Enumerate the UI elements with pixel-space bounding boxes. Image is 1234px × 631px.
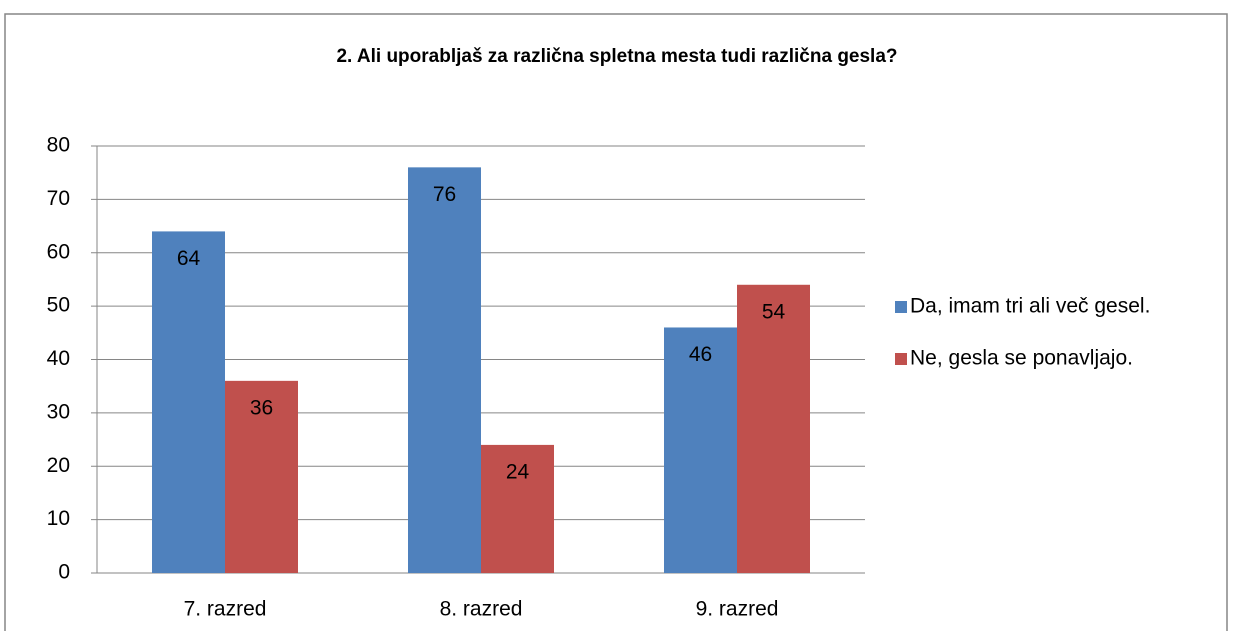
data-label: 64 [177,247,201,270]
y-tick-label: 60 [47,240,70,263]
bar [481,444,554,573]
bar [664,327,737,573]
data-label: 76 [433,183,456,206]
chart-title: 2. Ali uporabljaš za različna spletna me… [336,46,897,67]
data-label: 54 [762,300,786,323]
bar [152,231,225,573]
data-label: 24 [506,460,530,483]
data-label: 46 [689,343,712,366]
x-tick-label: 7. razred [184,598,267,621]
y-tick-label: 50 [47,294,70,317]
x-tick-label: 9. razred [696,598,779,621]
legend-swatch [895,353,907,365]
bar [737,284,810,573]
y-tick-label: 0 [58,561,70,584]
x-tick-label: 8. razred [440,598,523,621]
bar [225,380,298,573]
legend-label: Da, imam tri ali več gesel. [910,295,1150,318]
legend-swatch [895,301,907,313]
y-tick-label: 70 [47,187,70,210]
y-tick-label: 30 [47,400,70,423]
legend-label: Ne, gesla se ponavljajo. [910,347,1133,370]
y-tick-label: 80 [47,134,70,157]
data-label: 36 [250,396,273,419]
y-tick-label: 20 [47,454,70,477]
bar [408,167,481,573]
y-tick-label: 40 [47,347,70,370]
y-tick-label: 10 [47,507,70,530]
